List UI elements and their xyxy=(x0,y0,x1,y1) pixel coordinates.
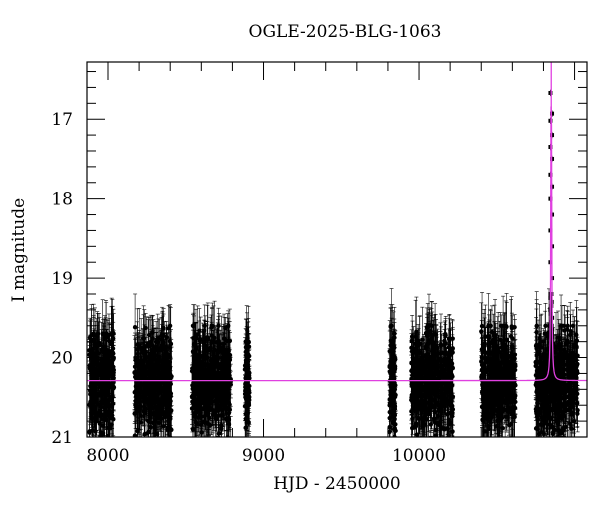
data-points xyxy=(87,89,580,437)
x-tick-label: 9000 xyxy=(242,446,285,466)
x-tick-label: 8000 xyxy=(86,446,129,466)
y-tick-label: 18 xyxy=(51,190,73,210)
axes: 8000 9000 10000 17 18 19 20 21 xyxy=(51,61,588,466)
y-tick-label: 20 xyxy=(51,349,73,369)
y-tick-label: 19 xyxy=(51,269,73,289)
y-tick-label: 17 xyxy=(51,110,73,130)
y-tick-label: 21 xyxy=(51,428,73,448)
chart-title: OGLE-2025-BLG-1063 xyxy=(248,22,442,42)
x-axis-label: HJD - 2450000 xyxy=(273,474,401,494)
x-tick-label: 10000 xyxy=(392,446,446,466)
model-curve xyxy=(87,62,587,382)
